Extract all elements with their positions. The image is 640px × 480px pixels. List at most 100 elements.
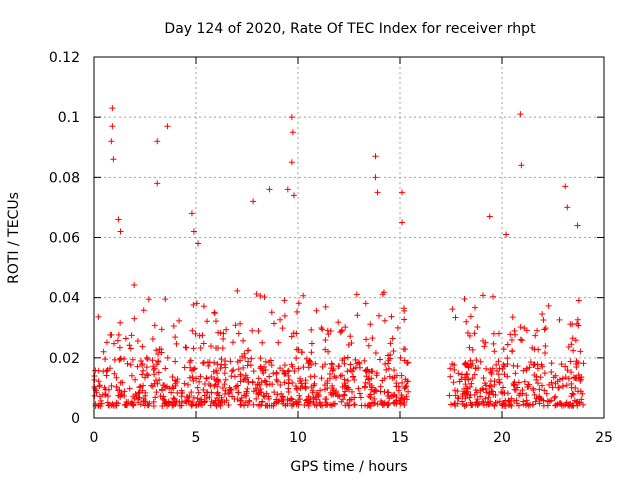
data-point — [126, 385, 133, 392]
data-point — [575, 297, 582, 304]
data-point — [379, 400, 386, 407]
data-point — [248, 355, 255, 362]
data-point — [318, 375, 325, 382]
data-point — [198, 396, 205, 403]
data-point — [348, 396, 355, 403]
data-point — [558, 361, 565, 368]
data-point — [200, 303, 207, 310]
data-point — [451, 366, 458, 373]
data-point — [296, 392, 303, 399]
data-point — [155, 351, 162, 358]
data-point — [483, 382, 490, 389]
data-point — [339, 357, 346, 364]
data-point — [461, 295, 468, 302]
data-point — [132, 391, 139, 398]
data-point — [563, 382, 570, 389]
data-point — [539, 363, 546, 370]
data-point — [511, 386, 518, 393]
data-point — [370, 388, 377, 395]
data-point — [200, 386, 207, 393]
data-point — [461, 374, 468, 381]
data-point — [211, 400, 218, 407]
data-point — [531, 391, 538, 398]
data-point — [195, 401, 202, 408]
data-point — [205, 362, 212, 369]
data-point — [277, 365, 284, 372]
data-point — [95, 402, 102, 409]
data-point — [451, 387, 458, 394]
data-point — [311, 373, 318, 380]
data-point — [562, 183, 569, 190]
data-point — [471, 304, 478, 311]
data-point — [518, 162, 525, 169]
data-point — [143, 371, 150, 378]
data-point — [289, 129, 296, 136]
data-point — [461, 360, 468, 367]
data-point — [365, 342, 372, 349]
data-point — [97, 397, 104, 404]
data-point — [140, 367, 147, 374]
data-point — [344, 368, 351, 375]
data-point — [128, 372, 135, 379]
data-point — [122, 335, 129, 342]
data-point — [389, 375, 396, 382]
data-point — [552, 393, 559, 400]
data-point — [285, 367, 292, 374]
data-point — [530, 385, 537, 392]
data-point — [454, 400, 461, 407]
data-point — [155, 369, 162, 376]
data-point — [217, 329, 224, 336]
data-point — [523, 392, 530, 399]
data-point — [96, 393, 103, 400]
data-point — [393, 372, 400, 379]
data-point — [519, 390, 526, 397]
data-point — [569, 335, 576, 342]
data-point — [98, 400, 105, 407]
data-point — [565, 375, 572, 382]
axis-ticks — [93, 56, 605, 419]
data-point — [289, 363, 296, 370]
data-point — [176, 317, 183, 324]
data-point — [577, 348, 584, 355]
data-point — [479, 385, 486, 392]
data-point — [122, 401, 129, 408]
data-point — [263, 381, 270, 388]
data-point — [471, 391, 478, 398]
data-point — [521, 325, 528, 332]
data-point — [108, 382, 115, 389]
data-point — [496, 365, 503, 372]
data-point — [161, 396, 168, 403]
data-point — [220, 335, 227, 342]
data-point — [298, 380, 305, 387]
y-tick-label: 0.02 — [49, 351, 80, 367]
data-point — [273, 399, 280, 406]
data-point — [539, 310, 546, 317]
data-point — [237, 397, 244, 404]
data-point — [188, 402, 195, 409]
data-point — [211, 309, 218, 316]
data-point — [196, 378, 203, 385]
data-point — [400, 399, 407, 406]
data-point — [102, 356, 109, 363]
data-point — [573, 399, 580, 406]
data-point — [569, 390, 576, 397]
data-point — [204, 318, 211, 325]
data-point — [190, 345, 197, 352]
data-point — [548, 369, 555, 375]
data-point — [329, 361, 336, 368]
data-point — [399, 219, 406, 226]
x-tick-label: 10 — [289, 430, 307, 446]
data-point — [170, 322, 177, 329]
data-point — [371, 395, 378, 402]
data-point — [523, 365, 530, 372]
data-point — [281, 297, 288, 304]
data-point — [197, 373, 204, 380]
data-point — [397, 354, 404, 361]
data-point — [573, 320, 580, 327]
data-point — [336, 363, 343, 370]
data-point — [285, 385, 292, 392]
data-point — [96, 382, 103, 389]
data-point — [341, 360, 348, 367]
data-point — [454, 388, 461, 395]
